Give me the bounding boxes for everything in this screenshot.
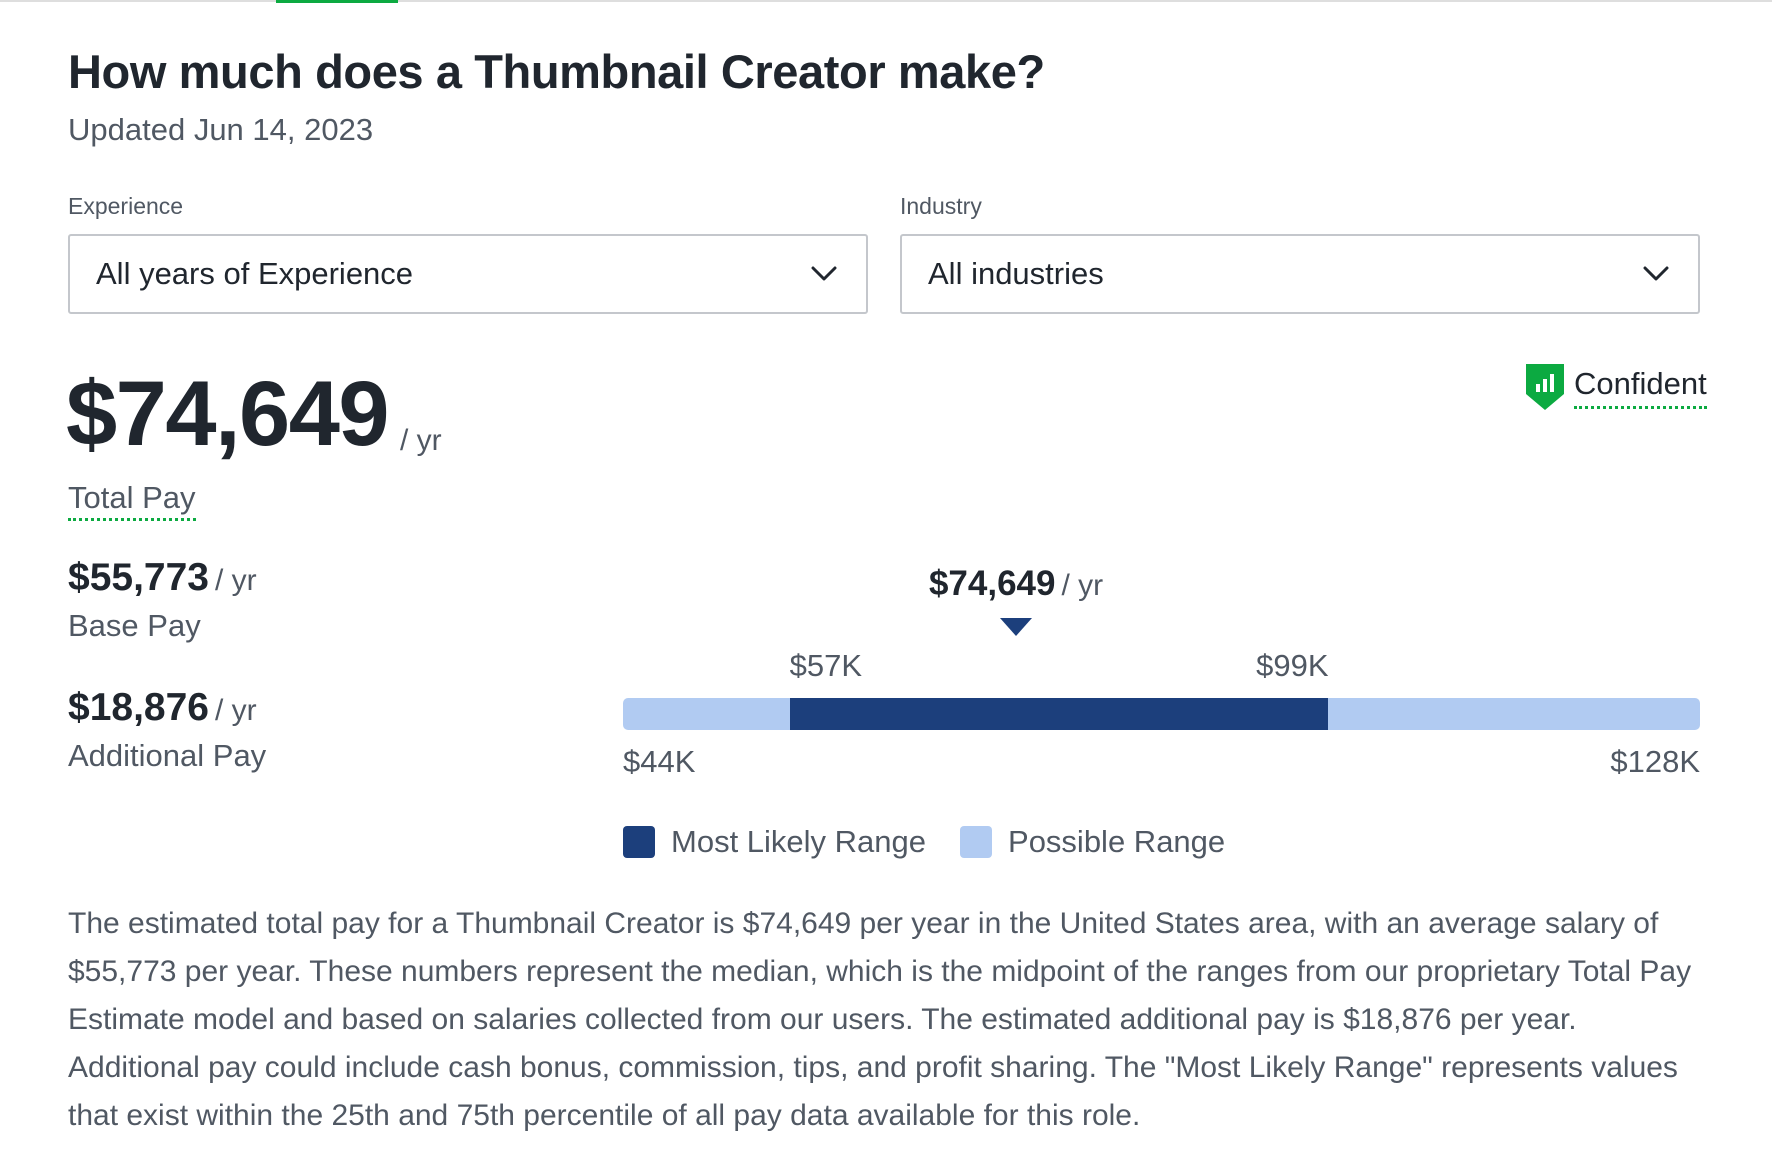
range-legend: Most Likely Range Possible Range [623,824,1259,860]
additional-pay: $18,876/ yr Additional Pay [68,686,266,774]
possible-swatch [960,826,993,858]
most-likely-range-bar [789,698,1329,730]
total-pay-amount: $74,649 [66,363,390,465]
median-unit: / yr [1061,569,1104,602]
legend-most-likely-label: Most Likely Range [671,824,927,859]
most-likely-swatch [623,826,655,858]
page-title: How much does a Thumbnail Creator make? [68,45,1045,98]
median-marker-icon [999,618,1032,636]
industry-dropdown-value: All industries [928,256,1104,291]
median-amount: $74,649 [928,564,1056,603]
shield-chart-icon [1526,364,1564,410]
total-pay-label[interactable]: Total Pay [68,480,196,521]
additional-pay-amount: $18,876 [68,686,209,729]
range-max-label: $128K [1610,744,1700,779]
industry-label: Industry [900,193,982,219]
industry-dropdown[interactable]: All industries [900,234,1700,314]
salary-description: The estimated total pay for a Thumbnail … [68,907,1692,1132]
range-p75-label: $99K [1256,648,1329,683]
confidence-label: Confident [1574,366,1707,409]
top-divider [0,0,1772,2]
possible-range-bar [623,698,1700,730]
chevron-down-icon [808,258,840,290]
legend-item-most-likely: Most Likely Range [623,824,926,860]
legend-possible-label: Possible Range [1008,824,1226,859]
experience-label: Experience [68,193,184,219]
base-pay-label: Base Pay [68,608,201,643]
base-pay-amount: $55,773 [68,556,209,599]
range-p25-label: $57K [789,648,863,683]
updated-date: Updated Jun 14, 2023 [68,112,374,147]
experience-dropdown-value: All years of Experience [96,256,414,291]
additional-pay-unit: / yr [214,694,257,727]
confidence-badge[interactable]: Confident [1524,362,1707,412]
range-min-label: $44K [623,744,696,779]
legend-item-possible: Possible Range [960,824,1225,860]
base-pay-unit: / yr [214,564,257,597]
experience-dropdown[interactable]: All years of Experience [68,234,868,314]
total-pay-unit: / yr [400,424,442,457]
additional-pay-label: Additional Pay [68,738,267,773]
base-pay: $55,773/ yr Base Pay [68,556,257,644]
active-tab-indicator [276,0,398,3]
chevron-down-icon [1640,258,1672,290]
median-callout: $74,649/ yr [929,564,1103,604]
